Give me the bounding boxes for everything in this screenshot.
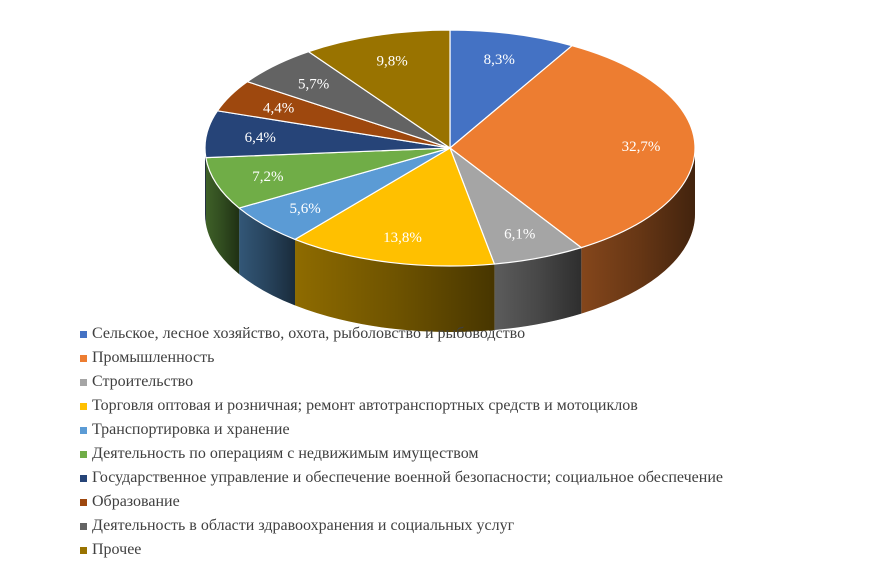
legend-label-9: Прочее — [92, 541, 142, 558]
legend-swatch-7 — [80, 498, 87, 506]
legend-swatch-8 — [80, 522, 87, 530]
pie-value-label-7: 4,4% — [263, 100, 294, 116]
legend-swatch-2 — [80, 378, 87, 386]
pie-slice-9 — [307, 29, 451, 149]
pie-slice-side-shade-1 — [581, 148, 695, 314]
pie-slice-side-shade-2 — [494, 247, 582, 331]
legend: Сельское, лесное хозяйство, охота, рыбол… — [80, 322, 723, 562]
pie-value-label-5: 7,2% — [252, 169, 283, 185]
legend-label-6: Государственное управление и обеспечение… — [92, 469, 723, 486]
legend-label-5: Деятельность по операциям с недвижимым и… — [92, 445, 479, 462]
pie-value-label-0: 8,3% — [484, 52, 515, 68]
legend-swatch-1 — [80, 354, 87, 362]
pie-slice-1 — [449, 45, 696, 249]
legend-item-2: Строительство — [80, 370, 723, 394]
legend-item-9: Прочее — [80, 538, 723, 562]
legend-label-0: Сельское, лесное хозяйство, охота, рыбол… — [92, 325, 526, 342]
pie-sides — [205, 148, 695, 333]
legend-item-3: Торговля оптовая и розничная; ремонт авт… — [80, 394, 723, 418]
legend-label-4: Транспортировка и хранение — [92, 421, 290, 438]
pie-value-labels: 8,3% 32,7% 6,1% 13,8% 5,6% 7,2% 6,4% 4,4%5,7% 9,… — [245, 52, 661, 246]
legend-label-3: Торговля оптовая и розничная; ремонт авт… — [92, 397, 638, 414]
legend-swatch-9 — [80, 546, 87, 554]
legend-item-7: Образование — [80, 490, 723, 514]
legend-label-7: Образование — [92, 493, 180, 510]
pie-value-label-4: 5,6% — [289, 201, 320, 217]
legend-item-1: Промышленность — [80, 346, 723, 370]
pie-value-label-9: 9,8% — [376, 53, 407, 69]
pie-slice-0 — [449, 29, 573, 149]
legend-label-2: Строительство — [92, 373, 194, 390]
pie-slice-side-shade-3 — [295, 239, 495, 333]
legend-label-1: Промышленность — [92, 349, 215, 366]
pie-value-label-8: 5,7% — [298, 77, 329, 93]
pie-slice-3 — [294, 147, 495, 267]
legend-swatch-6 — [80, 474, 87, 482]
legend-swatch-3 — [80, 402, 87, 410]
legend-item-5: Деятельность по операциям с недвижимым и… — [80, 442, 723, 466]
legend-item-0: Сельское, лесное хозяйство, охота, рыбол… — [80, 322, 723, 346]
pie-slice-side-shade-4 — [239, 208, 296, 306]
legend-swatch-5 — [80, 450, 87, 458]
legend-item-4: Транспортировка и хранение — [80, 418, 723, 442]
pie-slice-side-shade-6 — [205, 148, 206, 224]
pie-value-label-6: 6,4% — [245, 130, 276, 146]
legend-swatch-0 — [80, 330, 87, 338]
pie-slice-5 — [205, 147, 451, 209]
pie-slice-side-shade-5 — [205, 157, 240, 275]
legend-item-6: Государственное управление и обеспечение… — [80, 466, 723, 490]
legend-swatch-4 — [80, 426, 87, 434]
pie-value-label-3: 13,8% — [383, 230, 422, 246]
pie-value-label-2: 6,1% — [504, 227, 535, 243]
legend-label-8: Деятельность в области здравоохранения и… — [92, 517, 515, 534]
pie-tops — [204, 29, 696, 267]
legend-item-8: Деятельность в области здравоохранения и… — [80, 514, 723, 538]
pie-value-label-1: 32,7% — [622, 139, 661, 155]
